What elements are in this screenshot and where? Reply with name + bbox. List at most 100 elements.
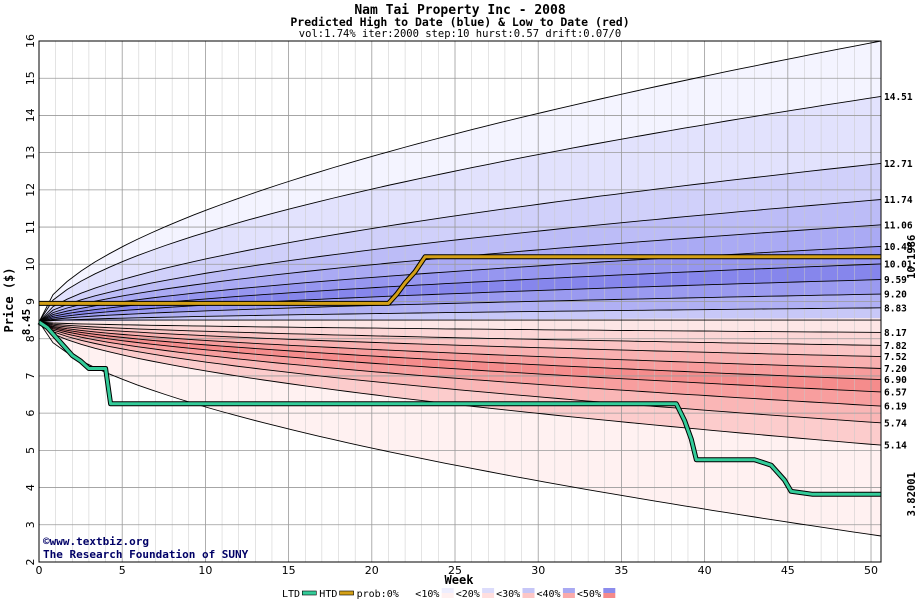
legend-htd-label: HTD	[319, 589, 337, 600]
band-boundary	[38, 307, 882, 323]
y-tick-label: 11	[24, 220, 37, 234]
y-tick-label: 9	[24, 298, 37, 305]
low-band	[39, 322, 881, 407]
legend-prob-label: <40%	[537, 589, 561, 600]
band-boundary	[38, 321, 882, 424]
low-band	[39, 322, 881, 392]
x-tick-label: 30	[531, 564, 545, 577]
band-label: 5.14	[884, 441, 907, 452]
low-band	[39, 322, 881, 380]
chart-subtitle: Predicted High to Date (blue) & Low to D…	[290, 15, 629, 29]
x-tick-label: 25	[448, 564, 462, 577]
y-tick-label: 15	[24, 71, 37, 85]
band-label: 12.71	[884, 159, 913, 170]
y-tick-label: 13	[24, 146, 37, 160]
band-boundary	[38, 321, 882, 369]
y-tick-label: 12	[24, 183, 37, 197]
legend-high-swatch	[482, 588, 495, 593]
credit-website: ©www.textbiz.org	[43, 535, 149, 548]
legend-high-swatch	[441, 588, 454, 593]
band-labels: 14.51 12.71 11.74 11.06 10.48 10.01 9.59 9.20 8.…	[884, 92, 913, 452]
legend-low-swatch	[603, 593, 616, 598]
band-label: 8.17	[884, 328, 907, 339]
low-band	[39, 322, 881, 369]
x-tick-label: 15	[282, 564, 296, 577]
legend-prob-label: <10%	[415, 589, 439, 600]
y-tick-label: 10	[24, 257, 37, 271]
x-tick-label: 20	[365, 564, 379, 577]
band-label: 11.06	[884, 220, 913, 231]
band-label: 7.52	[884, 352, 907, 363]
legend-ltd-label: LTD	[282, 589, 300, 600]
legend-high-swatch	[401, 588, 414, 593]
band-boundary	[38, 321, 882, 358]
y-axis-label: Price ($)	[2, 267, 16, 332]
high-band	[39, 246, 881, 322]
high-band	[39, 199, 881, 322]
chart-title: Nam Tai Property Inc - 2008	[354, 3, 565, 18]
band-boundary	[38, 321, 882, 346]
x-tick-label: 50	[864, 564, 878, 577]
start-price-label: 8.45	[20, 309, 33, 336]
band-label: 7.82	[884, 341, 907, 352]
band-boundary	[38, 321, 882, 537]
high-band	[39, 41, 881, 322]
x-tick-label: 35	[614, 564, 628, 577]
band-label: 10.01	[884, 259, 913, 270]
low-band	[39, 322, 881, 423]
band-label: 5.74	[884, 418, 907, 429]
high-band	[39, 163, 881, 322]
legend-low-swatch	[441, 593, 454, 598]
high-band	[39, 307, 881, 322]
x-tick-label: 5	[119, 564, 126, 577]
legend-prob-label: <20%	[456, 589, 480, 600]
y-tick-label: 5	[24, 447, 37, 454]
band-boundary	[38, 199, 882, 323]
ltd-value-label: 3.82001	[906, 472, 918, 516]
y-tick-label: 8	[24, 335, 37, 342]
high-band	[39, 279, 881, 322]
legend-htd-swatch	[339, 590, 354, 596]
x-axis-label: Week	[445, 573, 475, 587]
chart-params: vol:1.74% iter:2000 step:10 hurst:0.57 d…	[299, 28, 621, 40]
x-tick-label: 40	[698, 564, 712, 577]
y-tick-label: 2	[24, 559, 37, 566]
band-boundary	[38, 279, 882, 323]
legend: LTD HTD prob:0% <10% <20% <30% <40% <50%	[282, 588, 616, 600]
legend-prob-label: <30%	[496, 589, 520, 600]
band-label: 7.20	[884, 364, 907, 375]
legend-high-swatch	[562, 588, 575, 593]
legend-high-swatch	[522, 588, 535, 593]
band-boundary	[38, 321, 882, 333]
band-label: 9.20	[884, 290, 907, 301]
y-tick-label: 4	[24, 484, 37, 491]
low-band	[39, 322, 881, 357]
axis-ticks: 0 5 10 15 20 25 30 35 40 45 5023456789101112131415…	[24, 34, 878, 577]
y-tick-label: 7	[24, 372, 37, 379]
ltd-path	[38, 320, 881, 496]
htd-path	[39, 255, 881, 305]
band-label: 6.57	[884, 387, 907, 398]
y-tick-label: 3	[24, 521, 37, 528]
band-label: 6.19	[884, 402, 907, 413]
low-band	[39, 318, 881, 333]
price-paths	[37, 254, 881, 497]
y-tick-label: 6	[24, 410, 37, 417]
low-band	[39, 322, 881, 536]
legend-low-swatch	[522, 593, 535, 598]
htd-value-label: 10.1986	[906, 235, 918, 279]
plot-frame	[38, 40, 882, 563]
band-label: 11.74	[884, 195, 913, 206]
band-label: 9.59	[884, 275, 907, 286]
legend-ltd-swatch	[301, 590, 317, 596]
band-label: 8.83	[884, 303, 907, 314]
legend-high-swatch	[603, 588, 616, 593]
band-label: 10.48	[884, 242, 913, 253]
low-band	[39, 322, 881, 346]
band-boundary	[38, 162, 882, 323]
x-tick-label: 10	[198, 564, 212, 577]
band-boundary	[38, 321, 882, 393]
y-tick-label: 16	[24, 34, 37, 48]
band-boundary	[38, 293, 882, 323]
